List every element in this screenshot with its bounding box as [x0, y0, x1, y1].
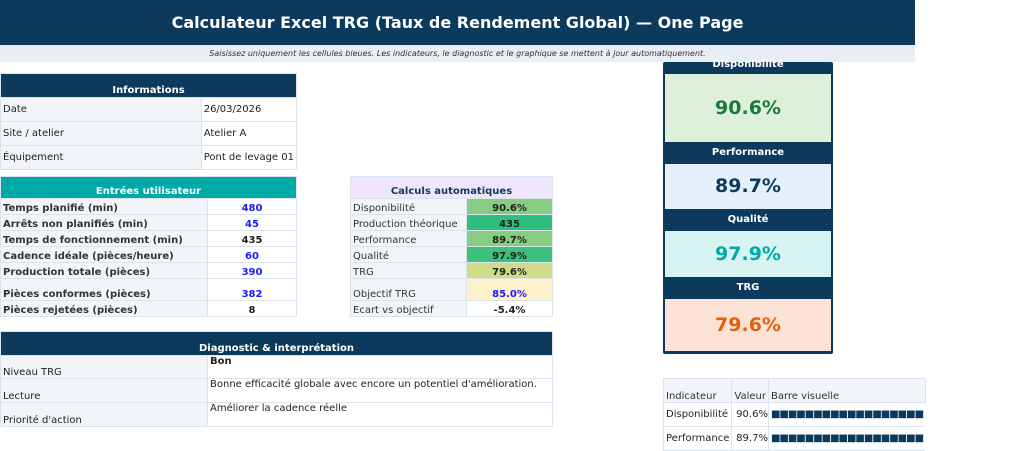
calc-row: Disponibilité 90.6% — [350, 198, 553, 215]
calc-value: 89.7% — [466, 230, 553, 247]
kpi-value: 97.9% — [665, 231, 831, 277]
info-label: Date — [0, 97, 202, 122]
calc-row: TRG 79.6% — [350, 262, 553, 279]
input-label: Pièces rejetées (pièces) — [0, 300, 208, 317]
calcs-title: Calculs automatiques — [350, 176, 553, 199]
input-value[interactable]: 45 — [207, 214, 297, 231]
page-title: Calculateur Excel TRG (Taux de Rendement… — [0, 0, 915, 45]
calc-label: TRG — [350, 262, 467, 279]
input-label: Pièces conformes (pièces) — [0, 278, 208, 301]
inputs-table: Entrées utilisateur Temps planifié (min)… — [0, 176, 297, 317]
input-row: Pièces conformes (pièces) 382 — [0, 278, 297, 301]
input-label: Production totale (pièces) — [0, 262, 208, 279]
input-value: 8 — [207, 300, 297, 317]
col-header: Barre visuelle — [767, 378, 926, 403]
info-site[interactable]: Atelier A — [200, 121, 298, 146]
diagnostic-table: Diagnostic & interprétation Niveau TRG Bo… — [0, 331, 553, 427]
diag-label: Niveau TRG — [0, 355, 208, 379]
calc-label: Objectif TRG — [350, 278, 467, 301]
info-equipment[interactable]: Pont de levage 01 — [200, 145, 298, 170]
indicator-label: Disponibilité — [662, 402, 733, 427]
input-value: 435 — [207, 230, 297, 247]
indicator-table: Indicateur Valeur Barre visuelle Disponi… — [662, 378, 926, 451]
kpi-label: TRG — [736, 282, 760, 293]
indicator-label: Performance — [662, 426, 733, 451]
calc-value: 435 — [466, 214, 553, 231]
calc-value: 97.9% — [466, 246, 553, 263]
input-value[interactable]: 382 — [207, 278, 297, 301]
kpi-value: 89.7% — [665, 164, 831, 209]
diag-level: Bon — [207, 355, 553, 379]
calc-value: -5.4% — [466, 300, 553, 317]
input-row: Pièces rejetées (pièces) 8 — [0, 300, 297, 317]
calc-label: Disponibilité — [350, 198, 467, 215]
input-row: Arrêts non planifiés (min) 45 — [0, 214, 297, 231]
inputs-title: Entrées utilisateur — [0, 176, 297, 199]
input-label: Temps planifié (min) — [0, 198, 208, 215]
calc-value: 79.6% — [466, 262, 553, 279]
kpi-label: Disponibilité — [712, 59, 784, 70]
diag-priority: Améliorer la cadence réelle — [207, 402, 553, 427]
indicator-row: Disponibilité 90.6% ■■■■■■■■■■■■■■■■■■ — [662, 402, 926, 427]
kpi-label: Qualité — [727, 214, 769, 225]
info-date[interactable]: 26/03/2026 — [200, 97, 298, 122]
input-value[interactable]: 390 — [207, 262, 297, 279]
diag-label: Priorité d'action — [0, 402, 208, 427]
calc-row: Performance 89.7% — [350, 230, 553, 247]
input-label: Arrêts non planifiés (min) — [0, 214, 208, 231]
info-table: Informations Date 26/03/2026 Site / ateli… — [0, 73, 298, 170]
calc-row: Production théorique 435 — [350, 214, 553, 231]
input-row: Temps de fonctionnement (min) 435 — [0, 230, 297, 247]
calc-label: Performance — [350, 230, 467, 247]
input-label: Cadence idéale (pièces/heure) — [0, 246, 208, 263]
calc-value[interactable]: 85.0% — [466, 278, 553, 301]
indicator-bar: ■■■■■■■■■■■■■■■■■■ — [767, 426, 926, 451]
diag-reading: Bonne efficacité globale avec encore un … — [207, 378, 553, 403]
kpi-value: 79.6% — [665, 299, 831, 351]
info-title: Informations — [0, 73, 297, 98]
col-header: Valeur — [731, 378, 769, 403]
diag-label: Lecture — [0, 378, 208, 403]
input-row: Temps planifié (min) 480 — [0, 198, 297, 215]
calc-value: 90.6% — [466, 198, 553, 215]
calc-label: Ecart vs objectif — [350, 300, 467, 317]
input-row: Production totale (pièces) 390 — [0, 262, 297, 279]
calc-row: Objectif TRG 85.0% — [350, 278, 553, 301]
info-label: Équipement — [0, 145, 202, 170]
calc-row: Qualité 97.9% — [350, 246, 553, 263]
indicator-value: 90.6% — [731, 402, 769, 427]
kpi-panel: Disponibilité 90.6% Performance 89.7% Qualit… — [663, 59, 833, 354]
diag-title: Diagnostic & interprétation — [0, 331, 553, 356]
calc-row: Ecart vs objectif -5.4% — [350, 300, 553, 317]
input-label: Temps de fonctionnement (min) — [0, 230, 208, 247]
indicator-row: Performance 89.7% ■■■■■■■■■■■■■■■■■■ — [662, 426, 926, 451]
page-subtitle: Saisissez uniquement les cellules bleues… — [0, 45, 915, 62]
col-header: Indicateur — [662, 378, 733, 403]
calc-label: Production théorique — [350, 214, 467, 231]
calc-label: Qualité — [350, 246, 467, 263]
input-value[interactable]: 480 — [207, 198, 297, 215]
info-label: Site / atelier — [0, 121, 202, 146]
kpi-label: Performance — [711, 147, 785, 158]
indicator-value: 89.7% — [731, 426, 769, 451]
kpi-value: 90.6% — [665, 74, 831, 142]
indicator-bar: ■■■■■■■■■■■■■■■■■■ — [767, 402, 926, 427]
calcs-table: Calculs automatiques Disponibilité 90.6% P… — [350, 176, 553, 317]
input-row: Cadence idéale (pièces/heure) 60 — [0, 246, 297, 263]
input-value[interactable]: 60 — [207, 246, 297, 263]
